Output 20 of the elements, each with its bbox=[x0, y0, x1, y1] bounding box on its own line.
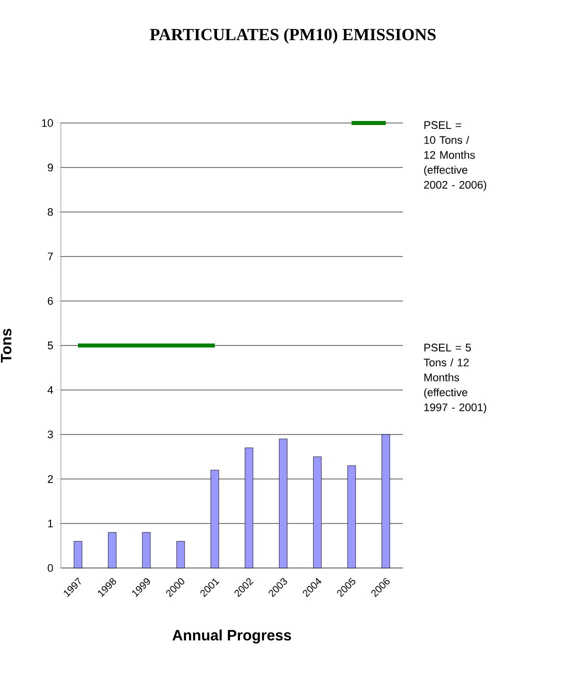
y-axis-title: Tons bbox=[0, 328, 12, 363]
bar bbox=[142, 532, 151, 568]
y-tick-label: 5 bbox=[48, 342, 53, 350]
y-tick-label: 6 bbox=[48, 297, 53, 305]
bar bbox=[176, 541, 185, 568]
y-tick-label: 3 bbox=[48, 430, 53, 438]
y-tick-label: 8 bbox=[48, 208, 53, 216]
chart-title: PARTICULATES (PM10) EMISSIONS bbox=[150, 28, 436, 44]
y-tick-label: 1 bbox=[48, 520, 53, 528]
y-tick-label: 7 bbox=[48, 252, 53, 260]
text: PSEL = 10 Tons / 12 Months (effective 2002 - 2006) bbox=[424, 121, 486, 191]
y-tick-label: 10 bbox=[42, 119, 53, 127]
y-tick-label: 4 bbox=[48, 386, 54, 394]
x-axis-title: Annual Progress bbox=[172, 630, 292, 644]
y-tick-label: 0 bbox=[48, 564, 53, 572]
text: PSEL = 5 Tons / 12 Months (effective 1997 - 2001) bbox=[424, 344, 486, 414]
bar bbox=[74, 541, 82, 568]
y-tick-label: 9 bbox=[48, 164, 53, 172]
y-tick-label: 2 bbox=[48, 475, 53, 483]
bar bbox=[108, 532, 116, 568]
